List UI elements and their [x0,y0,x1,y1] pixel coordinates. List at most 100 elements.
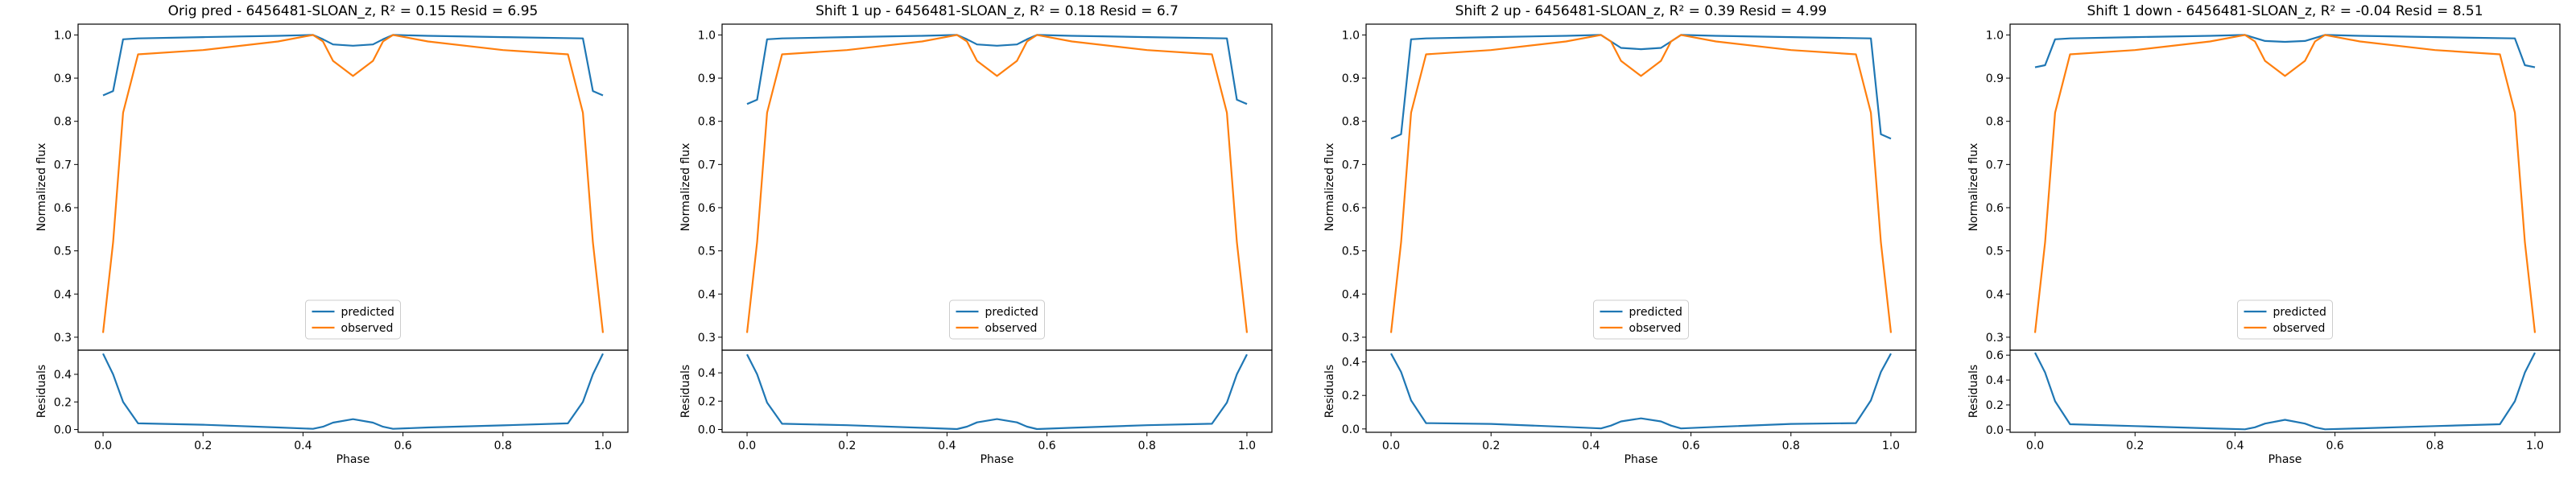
y-tick-label: 0.9 [54,72,72,85]
x-axis-label: Phase [1624,453,1658,466]
y-tick-label: 0.5 [1986,246,2004,258]
series-line-observed [2033,34,2537,333]
y-tick-label: 1.0 [1986,29,2004,42]
legend-label-observed: observed [341,322,394,335]
x-tick-label: 1.0 [594,440,612,452]
residuals-line [2034,352,2536,431]
y-tick-label: 0.4 [1986,288,2004,301]
y-tick-label: 0.5 [1342,246,1360,258]
y-tick-label: 0.2 [1342,390,1360,402]
series-line-predicted [746,34,1248,105]
y-tick-label: 0.4 [1986,374,2004,387]
series-line-predicted [102,34,604,97]
x-tick-label: 0.2 [2126,440,2144,452]
x-tick-label: 0.8 [494,440,512,452]
legend-label-observed: observed [2273,322,2326,335]
residuals-line [102,353,604,430]
series-line-observed [1389,34,1893,333]
y-tick-label: 0.6 [1342,202,1360,215]
x-tick-label: 0.2 [838,440,856,452]
y-tick-label: 0.3 [1342,332,1360,345]
x-axis-label: Phase [336,453,370,466]
residuals-axes: 0.0 0.2 0.4 0.0 0.2 0.4 0.6 0.8 1.0 Residuals Phas… [1323,349,1917,466]
y-axis-label: Normalized flux [1967,143,1980,232]
legend-box [949,299,1045,340]
residuals-axes: 0.0 0.2 0.4 0.6 0.0 0.2 0.4 0.6 0.8 1.0 Residuals P… [1967,349,2561,466]
legend-label-predicted: predicted [341,306,394,319]
y-axis-label: Normalized flux [35,143,48,232]
x-tick-label: 1.0 [1238,440,1256,452]
x-tick-label: 0.6 [1682,440,1699,452]
residuals-y-label: Residuals [679,365,692,418]
y-tick-label: 0.0 [698,423,716,436]
x-tick-label: 0.4 [1582,440,1600,452]
y-tick-label: 0.3 [54,332,72,345]
chart-title: Orig pred - 6456481-SLOAN_z, R² = 0.15 R… [168,3,539,19]
y-tick-label: 0.9 [1986,72,2004,85]
subplot-2: Shift 1 up - 6456481-SLOAN_z, R² = 0.18 … [679,3,1273,466]
y-tick-label: 0.0 [1986,424,2004,437]
chart-title: Shift 2 up - 6456481-SLOAN_z, R² = 0.39 … [1455,3,1827,19]
y-axis-label: Normalized flux [1323,143,1336,232]
y-tick-label: 0.8 [1986,116,2004,129]
residuals-y-label: Residuals [1967,365,1980,418]
y-tick-label: 0.6 [1986,202,2004,215]
x-tick-label: 0.0 [94,440,112,452]
y-tick-label: 0.4 [1342,288,1360,301]
x-tick-label: 0.4 [294,440,312,452]
x-axis-label: Phase [2268,453,2302,466]
x-tick-label: 1.0 [2526,440,2544,452]
x-tick-label: 0.2 [194,440,212,452]
y-tick-label: 0.7 [1986,159,2004,171]
y-tick-label: 0.8 [698,116,716,129]
x-tick-label: 0.8 [2426,440,2444,452]
y-tick-label: 0.3 [1986,332,2004,345]
y-tick-label: 0.8 [1342,116,1360,129]
x-tick-label: 0.0 [1382,440,1400,452]
y-tick-label: 0.7 [1342,159,1360,171]
y-tick-label: 0.6 [54,202,72,215]
subplot-3: Shift 2 up - 6456481-SLOAN_z, R² = 0.39 … [1323,3,1917,466]
y-tick-label: 0.2 [1986,399,2004,412]
subplot-1: Orig pred - 6456481-SLOAN_z, R² = 0.15 R… [35,3,629,466]
y-tick-label: 0.3 [698,332,716,345]
y-tick-label: 0.4 [54,288,72,301]
legend-label-observed: observed [985,322,1038,335]
x-tick-label: 0.0 [2026,440,2044,452]
y-tick-label: 1.0 [54,29,72,42]
residuals-axes-frame [721,349,1273,433]
legend-label-predicted: predicted [2273,306,2326,319]
x-tick-label: 0.8 [1782,440,1800,452]
residuals-axes: 0.0 0.2 0.4 0.0 0.2 0.4 0.6 0.8 1.0 Residuals Phas… [35,349,629,466]
residuals-y-label: Residuals [1323,365,1336,418]
y-tick-label: 0.4 [698,288,716,301]
x-tick-label: 0.0 [738,440,756,452]
x-tick-label: 0.4 [938,440,956,452]
y-tick-label: 1.0 [698,29,716,42]
y-tick-label: 0.4 [54,369,72,382]
y-tick-label: 0.2 [54,396,72,409]
y-tick-label: 0.4 [1342,357,1360,369]
y-tick-label: 0.4 [698,367,716,380]
residuals-axes-frame [2009,349,2561,433]
x-tick-label: 0.6 [2326,440,2343,452]
x-tick-label: 0.2 [1482,440,1500,452]
y-tick-label: 0.2 [698,395,716,408]
x-tick-label: 0.8 [1138,440,1156,452]
y-tick-label: 0.9 [1342,72,1360,85]
legend: predicted observed [949,299,1045,340]
legend-box [305,299,401,340]
residuals-axes: 0.0 0.2 0.4 0.0 0.2 0.4 0.6 0.8 1.0 Residuals Phas… [679,349,1273,466]
legend-label-observed: observed [1629,322,1682,335]
x-tick-label: 0.6 [1038,440,1055,452]
y-tick-label: 0.5 [54,246,72,258]
y-tick-label: 0.6 [698,202,716,215]
x-tick-label: 0.4 [2226,440,2244,452]
legend-label-predicted: predicted [985,306,1038,319]
legend-box [1593,299,1689,340]
legend: predicted observed [305,299,401,340]
residuals-axes-frame [77,349,629,433]
subplot-4: Shift 1 down - 6456481-SLOAN_z, R² = -0.… [1967,3,2561,466]
residuals-line [1390,353,1892,430]
